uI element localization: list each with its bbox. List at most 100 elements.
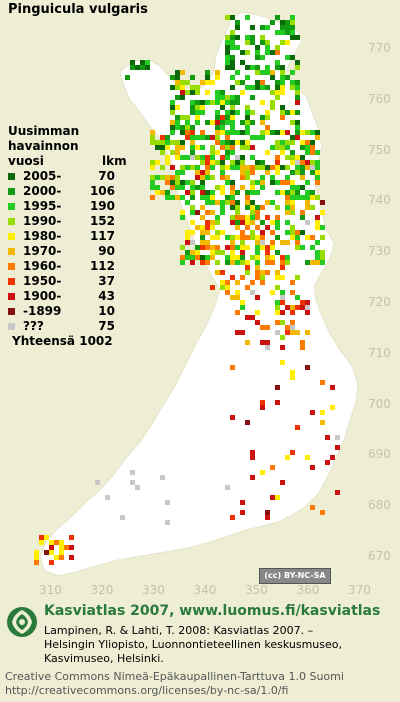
legend-row: 1950- 37 (8, 274, 127, 289)
observation-cell (230, 165, 235, 170)
observation-cell (270, 90, 275, 95)
observation-cell (260, 400, 265, 405)
observation-cell (250, 155, 255, 160)
observation-cell (265, 345, 270, 350)
license-badge[interactable]: (cc) BY-NC-SA (259, 568, 331, 584)
observation-cell (315, 260, 320, 265)
observation-cell (275, 160, 280, 165)
observation-cell (265, 125, 270, 130)
observation-cell (250, 25, 255, 30)
observation-cell (210, 145, 215, 150)
observation-cell (285, 455, 290, 460)
observation-cell (160, 175, 165, 180)
observation-cell (275, 165, 280, 170)
observation-cell (215, 135, 220, 140)
observation-cell (180, 85, 185, 90)
observation-cell (175, 70, 180, 75)
legend-count: 112 (89, 259, 115, 273)
observation-cell (195, 250, 200, 255)
observation-cell (320, 255, 325, 260)
observation-cell (225, 115, 230, 120)
observation-cell (285, 145, 290, 150)
observation-cell (275, 85, 280, 90)
observation-cell (190, 165, 195, 170)
observation-cell (250, 215, 255, 220)
observation-cell (190, 210, 195, 215)
observation-cell (240, 120, 245, 125)
observation-cell (285, 305, 290, 310)
observation-cell (290, 225, 295, 230)
observation-cell (250, 145, 255, 150)
observation-cell (230, 190, 235, 195)
observation-cell (215, 185, 220, 190)
observation-cell (190, 255, 195, 260)
observation-cell (220, 145, 225, 150)
observation-cell (150, 165, 155, 170)
observation-cell (180, 115, 185, 120)
observation-cell (205, 75, 210, 80)
observation-cell (240, 245, 245, 250)
x-grid-label: 310 (39, 583, 62, 597)
observation-cell (310, 170, 315, 175)
legend-header-year: vuosi (8, 154, 44, 168)
observation-cell (290, 150, 295, 155)
observation-cell (175, 175, 180, 180)
observation-cell (160, 190, 165, 195)
observation-cell (310, 195, 315, 200)
observation-cell (195, 170, 200, 175)
observation-cell (310, 145, 315, 150)
license-line2[interactable]: http://creativecommons.org/licenses/by-n… (5, 684, 289, 697)
observation-cell (235, 110, 240, 115)
observation-cell (205, 160, 210, 165)
observation-cell (195, 210, 200, 215)
legend-count: 152 (89, 214, 115, 228)
observation-cell (170, 100, 175, 105)
observation-cell (205, 170, 210, 175)
observation-cell (275, 235, 280, 240)
observation-cell (260, 405, 265, 410)
observation-cell (250, 315, 255, 320)
observation-cell (205, 165, 210, 170)
observation-cell (230, 30, 235, 35)
observation-cell (205, 220, 210, 225)
observation-cell (200, 175, 205, 180)
observation-cell (240, 255, 245, 260)
observation-cell (205, 190, 210, 195)
observation-cell (250, 65, 255, 70)
observation-cell (295, 90, 300, 95)
observation-cell (195, 175, 200, 180)
observation-cell (275, 60, 280, 65)
observation-cell (255, 165, 260, 170)
observation-cell (220, 160, 225, 165)
brand-line[interactable]: Kasviatlas 2007, www.luomus.fi/kasviatla… (44, 603, 381, 619)
observation-cell (280, 255, 285, 260)
observation-cell (180, 180, 185, 185)
observation-cell (270, 180, 275, 185)
legend-swatch (8, 248, 15, 255)
observation-cell (275, 155, 280, 160)
observation-cell (235, 130, 240, 135)
observation-cell (305, 200, 310, 205)
observation-cell (225, 65, 230, 70)
observation-cell (215, 115, 220, 120)
observation-cell (225, 165, 230, 170)
observation-cell (215, 230, 220, 235)
observation-cell (290, 280, 295, 285)
observation-cell (290, 85, 295, 90)
observation-cell (255, 70, 260, 75)
observation-cell (290, 370, 295, 375)
observation-cell (285, 30, 290, 35)
observation-cell (295, 190, 300, 195)
observation-cell (295, 60, 300, 65)
observation-cell (280, 290, 285, 295)
observation-cell (265, 70, 270, 75)
observation-cell (165, 180, 170, 185)
observation-cell (195, 225, 200, 230)
observation-cell (315, 180, 320, 185)
legend-count: 43 (98, 289, 115, 303)
observation-cell (210, 155, 215, 160)
observation-cell (255, 320, 260, 325)
legend-count: 70 (98, 169, 115, 183)
observation-cell (265, 255, 270, 260)
observation-cell (285, 210, 290, 215)
